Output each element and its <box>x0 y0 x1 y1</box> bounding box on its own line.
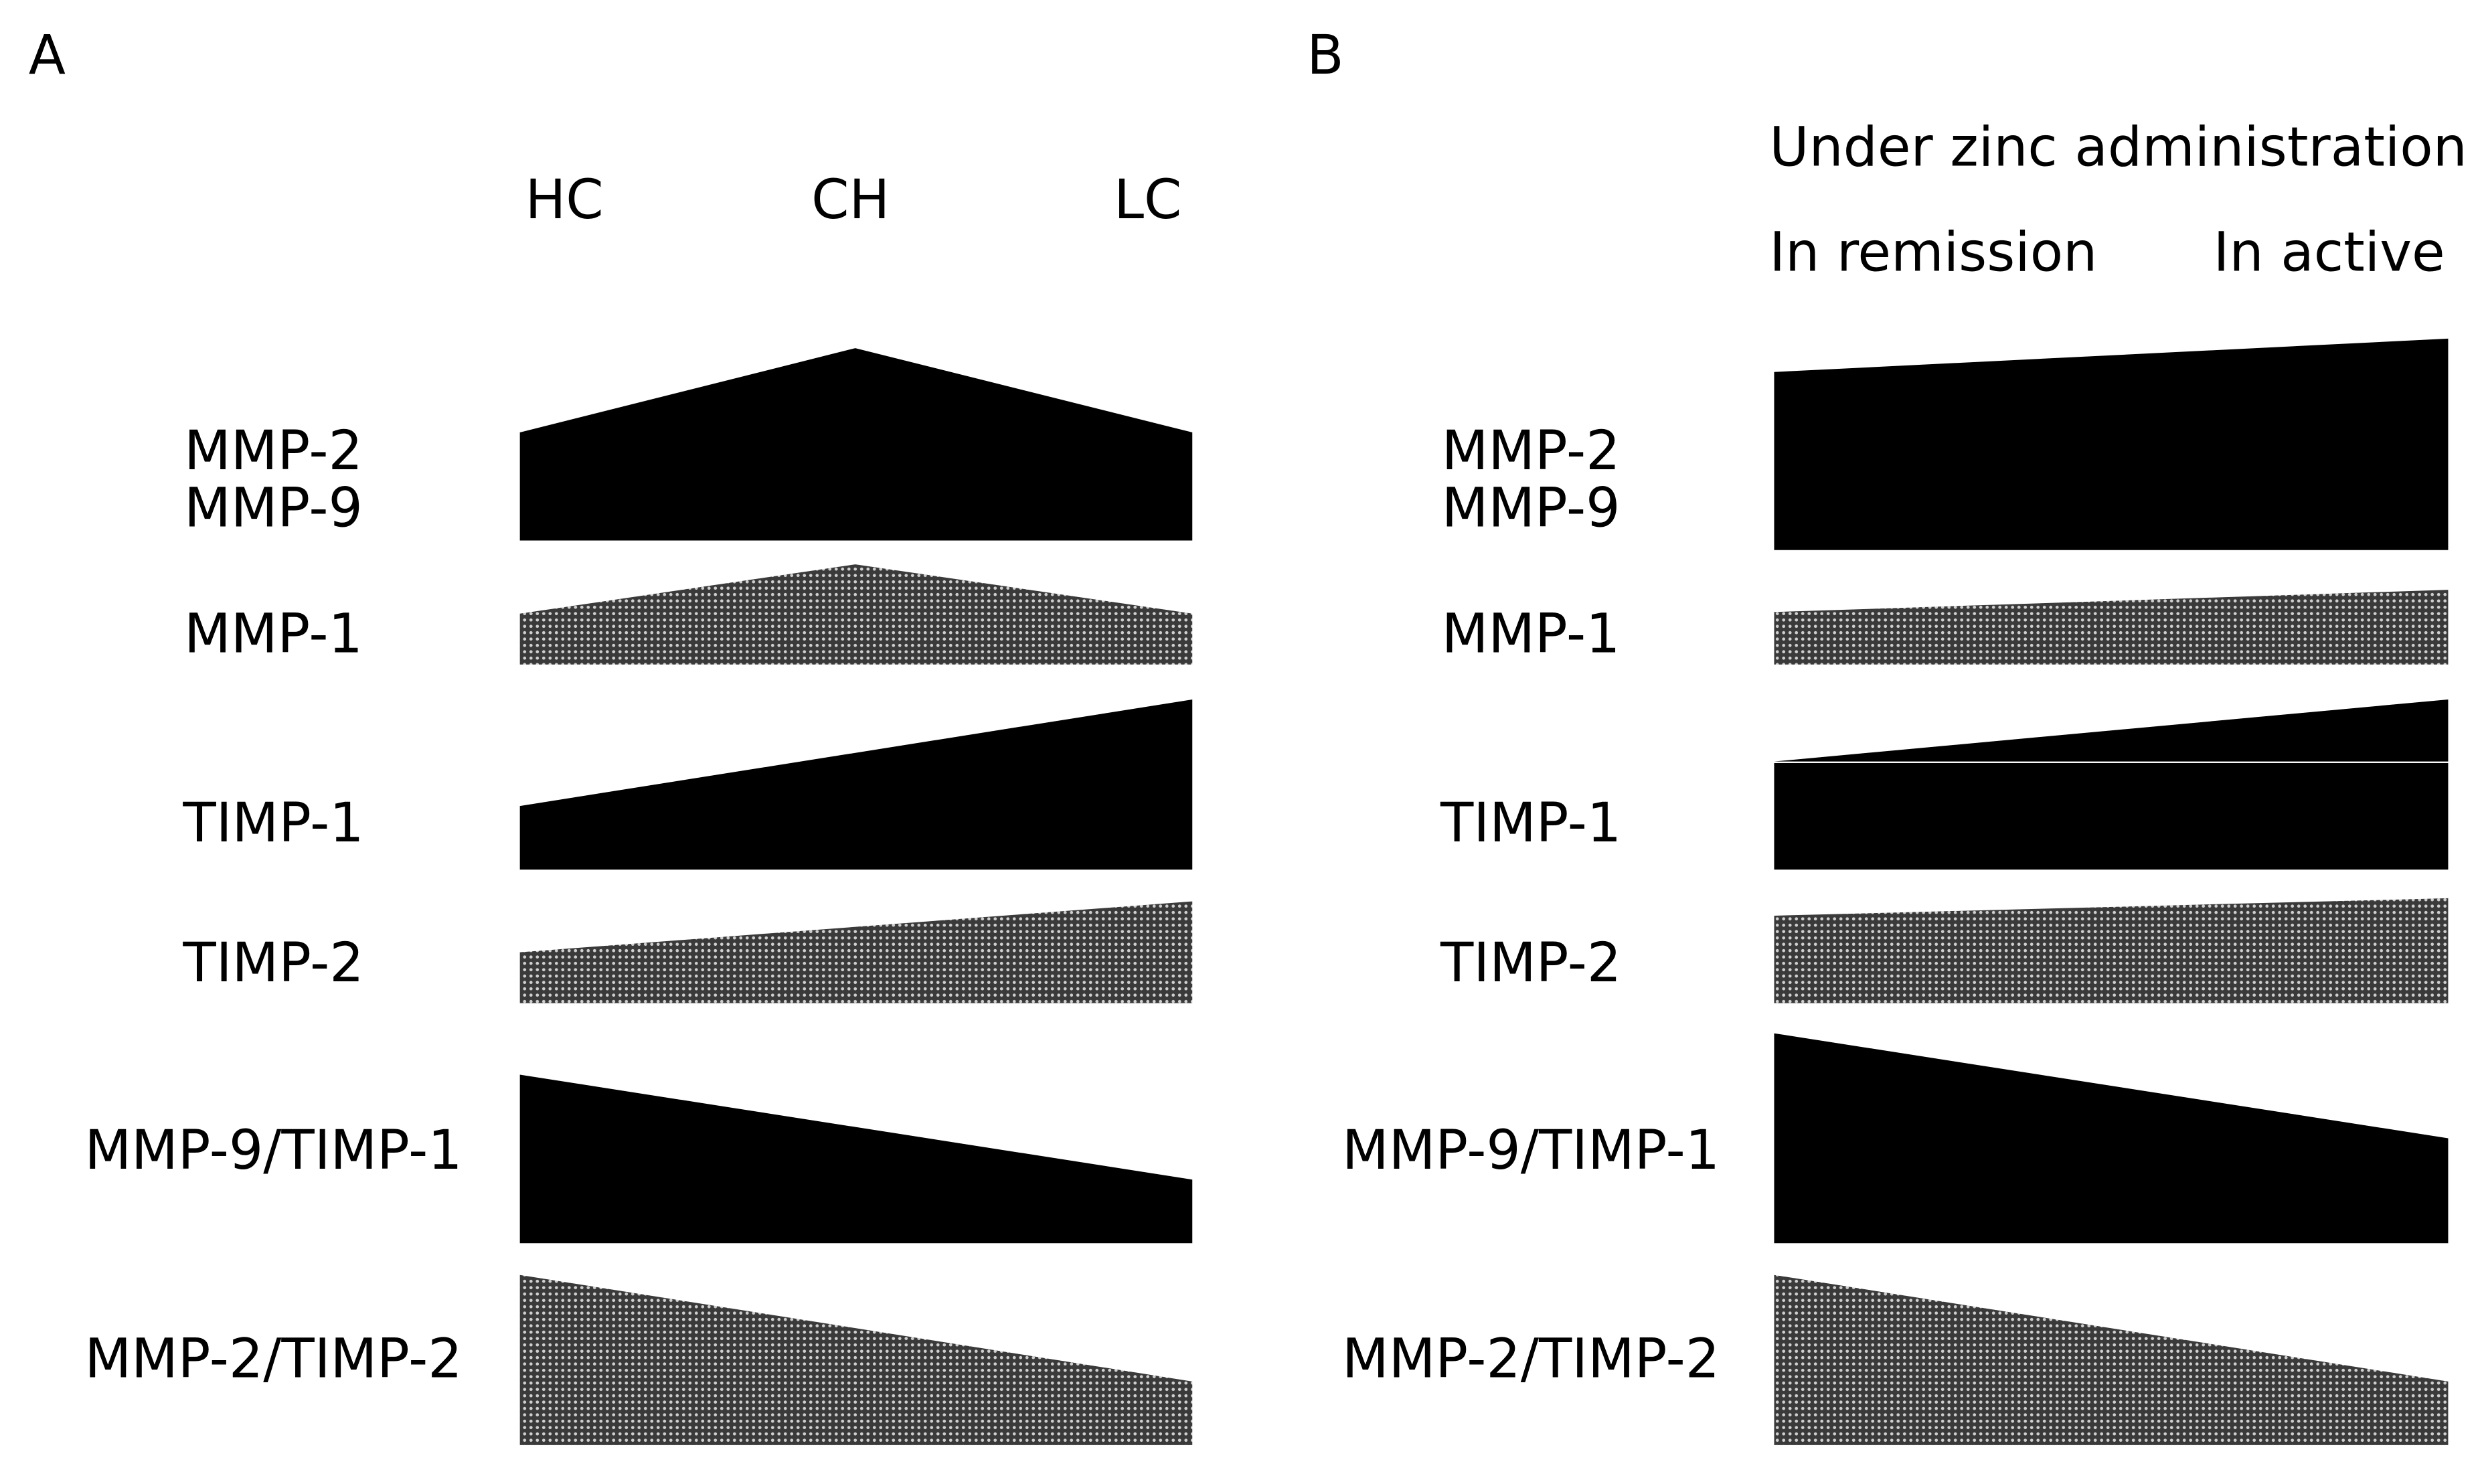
panel-b: B Under zinc administration In remission… <box>1307 24 2467 1445</box>
row-label: TIMP-2 <box>182 932 363 995</box>
row-label: MMP-9 <box>184 477 363 540</box>
trend-shape <box>1774 898 2449 1003</box>
column-header: In remission <box>1769 221 2097 284</box>
trend-shape <box>519 1274 1193 1445</box>
trend-shape <box>1774 590 2449 665</box>
row-label: MMP-9 <box>1442 477 1621 540</box>
trend-shape <box>519 1074 1193 1244</box>
trend-shape <box>1774 1033 2449 1244</box>
row-label: MMP-1 <box>1442 602 1621 665</box>
row-label: MMP-2 <box>184 420 363 483</box>
row-label: MMP-2/TIMP-2 <box>84 1327 462 1390</box>
trend-shape <box>519 901 1193 1003</box>
trend-shape <box>1774 762 2449 870</box>
trend-shape <box>519 699 1193 870</box>
row-label: TIMP-1 <box>1440 792 1621 855</box>
row-label: TIMP-1 <box>182 792 363 855</box>
panel-label: A <box>29 24 66 87</box>
panel-a: A HC CH LC MMP-2 MMP-9 MMP-1 TIMP-1 TIMP… <box>29 24 1193 1445</box>
column-header: In active <box>2214 221 2445 284</box>
header-title: Under zinc administration <box>1769 116 2467 179</box>
column-header: CH <box>811 169 890 232</box>
row-label: MMP-2/TIMP-2 <box>1342 1327 1720 1390</box>
trend-shape <box>1774 338 2449 550</box>
panel-label: B <box>1307 24 1343 87</box>
row-label: MMP-9/TIMP-1 <box>84 1119 462 1182</box>
trend-shape <box>519 564 1193 665</box>
column-header: HC <box>525 169 604 232</box>
column-header: LC <box>1114 169 1181 232</box>
trend-shape <box>1774 699 2449 762</box>
trend-shape <box>519 348 1193 541</box>
row-label: MMP-2 <box>1442 420 1621 483</box>
row-label: MMP-1 <box>184 602 363 665</box>
row-label: MMP-9/TIMP-1 <box>1342 1119 1720 1182</box>
trend-shape <box>1774 1274 2449 1445</box>
row-label: TIMP-2 <box>1440 932 1621 995</box>
